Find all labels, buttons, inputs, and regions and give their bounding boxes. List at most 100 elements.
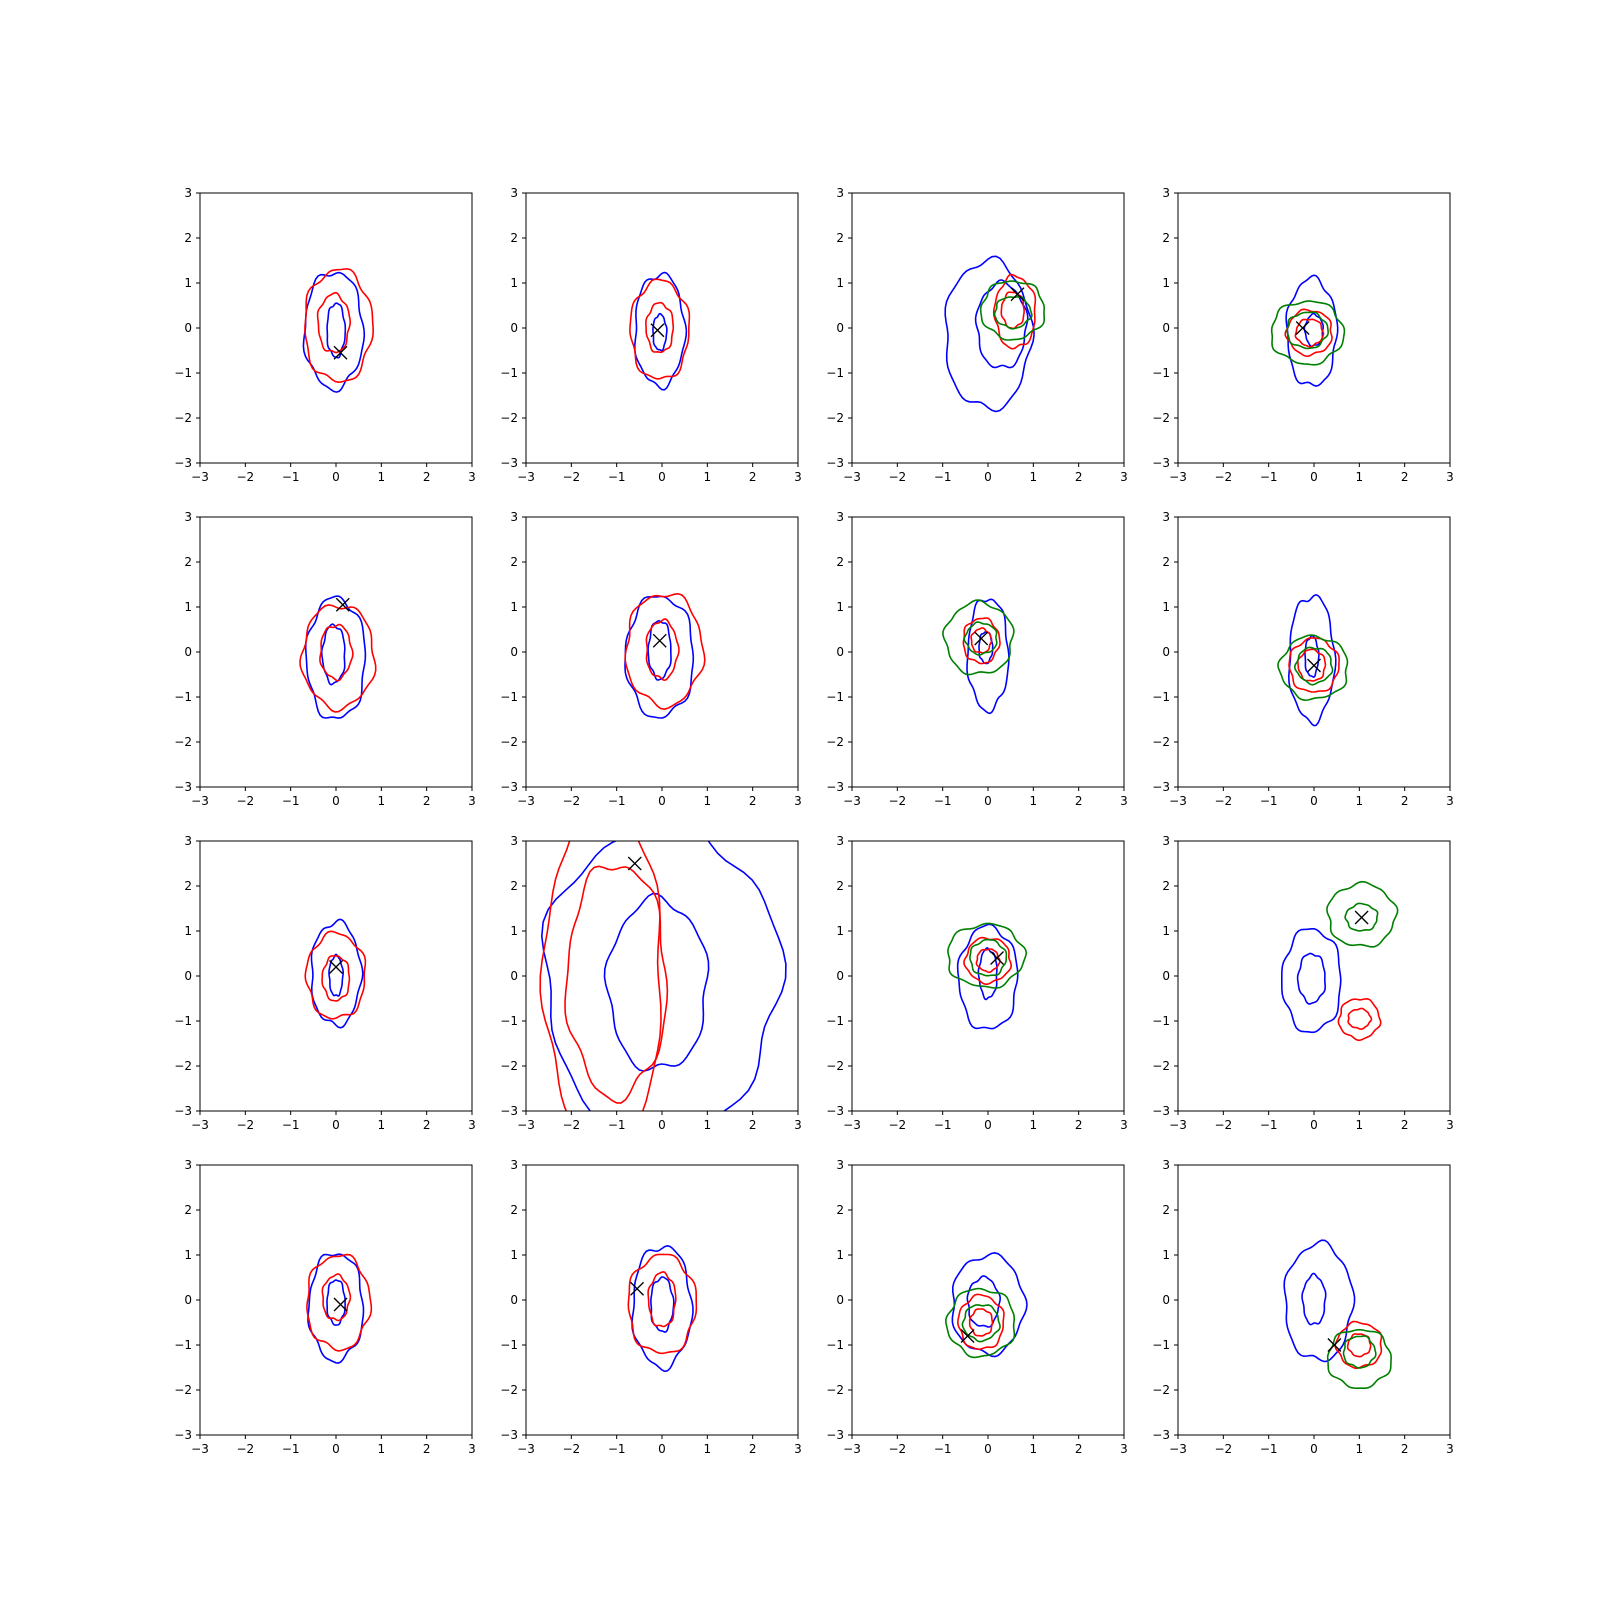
red-contour-3 bbox=[1337, 997, 1382, 1042]
y-tick-label: 2 bbox=[510, 555, 518, 569]
x-tick-label: 1 bbox=[378, 470, 386, 484]
x-marker-stroke bbox=[1307, 658, 1321, 673]
green-contour-6 bbox=[1344, 902, 1379, 932]
x-tick-label: −3 bbox=[517, 1118, 535, 1132]
green-contour-6 bbox=[961, 1304, 1001, 1343]
y-tick-label: 3 bbox=[184, 834, 192, 848]
y-tick-label: 2 bbox=[1162, 555, 1170, 569]
red-contour-4 bbox=[975, 948, 1001, 974]
x-tick-label: 2 bbox=[423, 1442, 431, 1456]
y-tick-label: −3 bbox=[174, 780, 192, 794]
red-contour-3 bbox=[624, 592, 706, 711]
y-tick-label: −3 bbox=[826, 780, 844, 794]
x-tick-label: −2 bbox=[1214, 1442, 1232, 1456]
axes-frame bbox=[851, 1164, 1125, 1436]
x-marker bbox=[1295, 321, 1310, 335]
y-tick-label: −1 bbox=[826, 690, 844, 704]
x-tick-label: −3 bbox=[843, 1118, 861, 1132]
x-tick-label: −2 bbox=[236, 1118, 254, 1132]
red-contour-4 bbox=[970, 627, 993, 654]
x-tick-label: −2 bbox=[888, 1118, 906, 1132]
y-tick-label: 2 bbox=[1162, 231, 1170, 245]
blue-contour-1 bbox=[302, 271, 366, 393]
x-tick-label: 1 bbox=[704, 794, 712, 808]
y-tick-label: −2 bbox=[500, 1059, 518, 1073]
subplot-9: −3 −2 −1 0 1 2 3 −3 −2 −1 0 1 2 3 bbox=[174, 834, 476, 1132]
contour-group bbox=[627, 1244, 698, 1373]
y-tick-label: −1 bbox=[1152, 690, 1170, 704]
contour-group bbox=[304, 918, 367, 1029]
subplot-6: −3 −2 −1 0 1 2 3 −3 −2 −1 0 1 2 3 bbox=[500, 510, 802, 808]
contour-group bbox=[947, 922, 1028, 1030]
x-tick-label: −2 bbox=[1214, 470, 1232, 484]
x-tick-label: 3 bbox=[794, 1118, 802, 1132]
y-tick-label: 2 bbox=[510, 879, 518, 893]
x-tick-label: 3 bbox=[1446, 794, 1454, 808]
y-tick-label: −2 bbox=[826, 1383, 844, 1397]
x-tick-label: −3 bbox=[1169, 1442, 1187, 1456]
red-contour-3 bbox=[1284, 308, 1333, 358]
x-tick-label: −3 bbox=[517, 470, 535, 484]
subplot-8: −3 −2 −1 0 1 2 3 −3 −2 −1 0 1 2 3 bbox=[1152, 510, 1454, 808]
x-marker bbox=[650, 323, 665, 338]
y-tick-label: −2 bbox=[174, 411, 192, 425]
x-tick-label: 2 bbox=[1401, 794, 1409, 808]
x-tick-label: 2 bbox=[423, 1118, 431, 1132]
x-tick-label: 3 bbox=[1120, 794, 1128, 808]
contour-group bbox=[539, 841, 787, 1111]
x-tick-label: 1 bbox=[1356, 1118, 1364, 1132]
red-contour-4 bbox=[645, 618, 680, 682]
y-tick-label: 1 bbox=[184, 600, 192, 614]
y-tick-label: −2 bbox=[1152, 1059, 1170, 1073]
y-tick-label: 0 bbox=[510, 1293, 518, 1307]
x-marker bbox=[1307, 658, 1321, 673]
x-tick-label: 0 bbox=[332, 1118, 340, 1132]
y-tick-label: 1 bbox=[1162, 276, 1170, 290]
y-tick-label: 0 bbox=[184, 645, 192, 659]
red-contour-4 bbox=[321, 1273, 352, 1322]
x-tick-label: −3 bbox=[1169, 794, 1187, 808]
x-tick-label: 0 bbox=[1310, 1118, 1318, 1132]
x-tick-label: −2 bbox=[236, 794, 254, 808]
y-tick-label: 3 bbox=[184, 510, 192, 524]
x-tick-label: 0 bbox=[1310, 470, 1318, 484]
x-marker-stroke bbox=[1354, 910, 1369, 925]
x-tick-label: −1 bbox=[282, 470, 300, 484]
y-tick-label: 2 bbox=[510, 1203, 518, 1217]
y-tick-label: 0 bbox=[510, 321, 518, 335]
green-contour-5 bbox=[1270, 300, 1346, 366]
contour-group bbox=[629, 271, 691, 391]
y-tick-label: 0 bbox=[1162, 969, 1170, 983]
y-tick-label: 1 bbox=[184, 1248, 192, 1262]
x-tick-label: −1 bbox=[1260, 1442, 1278, 1456]
x-tick-label: 2 bbox=[749, 1442, 757, 1456]
x-marker bbox=[333, 1297, 348, 1312]
y-tick-label: −2 bbox=[826, 735, 844, 749]
blue-contour-2 bbox=[1304, 634, 1320, 678]
y-tick-label: 0 bbox=[184, 969, 192, 983]
y-tick-label: 0 bbox=[184, 321, 192, 335]
x-tick-label: 3 bbox=[1446, 1118, 1454, 1132]
y-tick-label: 3 bbox=[1162, 186, 1170, 200]
subplot-11: −3 −2 −1 0 1 2 3 −3 −2 −1 0 1 2 3 bbox=[826, 834, 1128, 1132]
y-tick-label: 2 bbox=[184, 231, 192, 245]
y-tick-label: −1 bbox=[174, 366, 192, 380]
green-contour-5 bbox=[1277, 634, 1349, 702]
x-tick-label: 0 bbox=[1310, 1442, 1318, 1456]
y-tick-label: −1 bbox=[826, 1338, 844, 1352]
blue-contour-1 bbox=[307, 1253, 365, 1364]
green-contour-6 bbox=[1342, 1335, 1377, 1369]
x-tick-label: 2 bbox=[1075, 794, 1083, 808]
y-tick-label: −1 bbox=[174, 1338, 192, 1352]
y-tick-label: 3 bbox=[836, 186, 844, 200]
red-contour-3 bbox=[304, 930, 367, 1020]
y-tick-label: 3 bbox=[510, 510, 518, 524]
blue-contour-2 bbox=[320, 623, 346, 686]
y-tick-label: −2 bbox=[826, 1059, 844, 1073]
x-tick-label: −1 bbox=[934, 794, 952, 808]
red-contour-3 bbox=[627, 1253, 698, 1355]
green-contour-5 bbox=[942, 599, 1015, 676]
x-tick-label: 0 bbox=[332, 470, 340, 484]
subplot-4: −3 −2 −1 0 1 2 3 −3 −2 −1 0 1 2 3 bbox=[1152, 186, 1454, 484]
green-contour-6 bbox=[1293, 646, 1334, 686]
